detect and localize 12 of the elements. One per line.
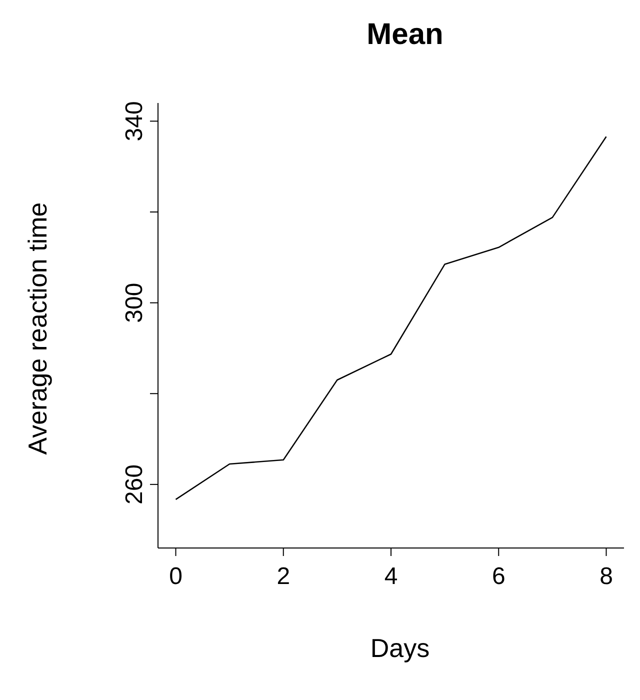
line-series <box>175 136 607 500</box>
chart-title: Mean <box>366 18 444 52</box>
x-tick-label: 6 <box>492 563 506 590</box>
x-tick-label: 4 <box>384 563 398 590</box>
x-tick-label: 2 <box>276 563 290 590</box>
y-axis-title: Average reaction time <box>22 202 54 454</box>
x-tick-label: 8 <box>600 563 613 590</box>
y-tick-label: 300 <box>121 282 148 323</box>
y-tick-label: 340 <box>121 101 148 142</box>
x-tick-label: 0 <box>169 563 182 590</box>
x-axis-title: Days <box>369 633 431 664</box>
y-tick-label: 260 <box>121 464 148 504</box>
